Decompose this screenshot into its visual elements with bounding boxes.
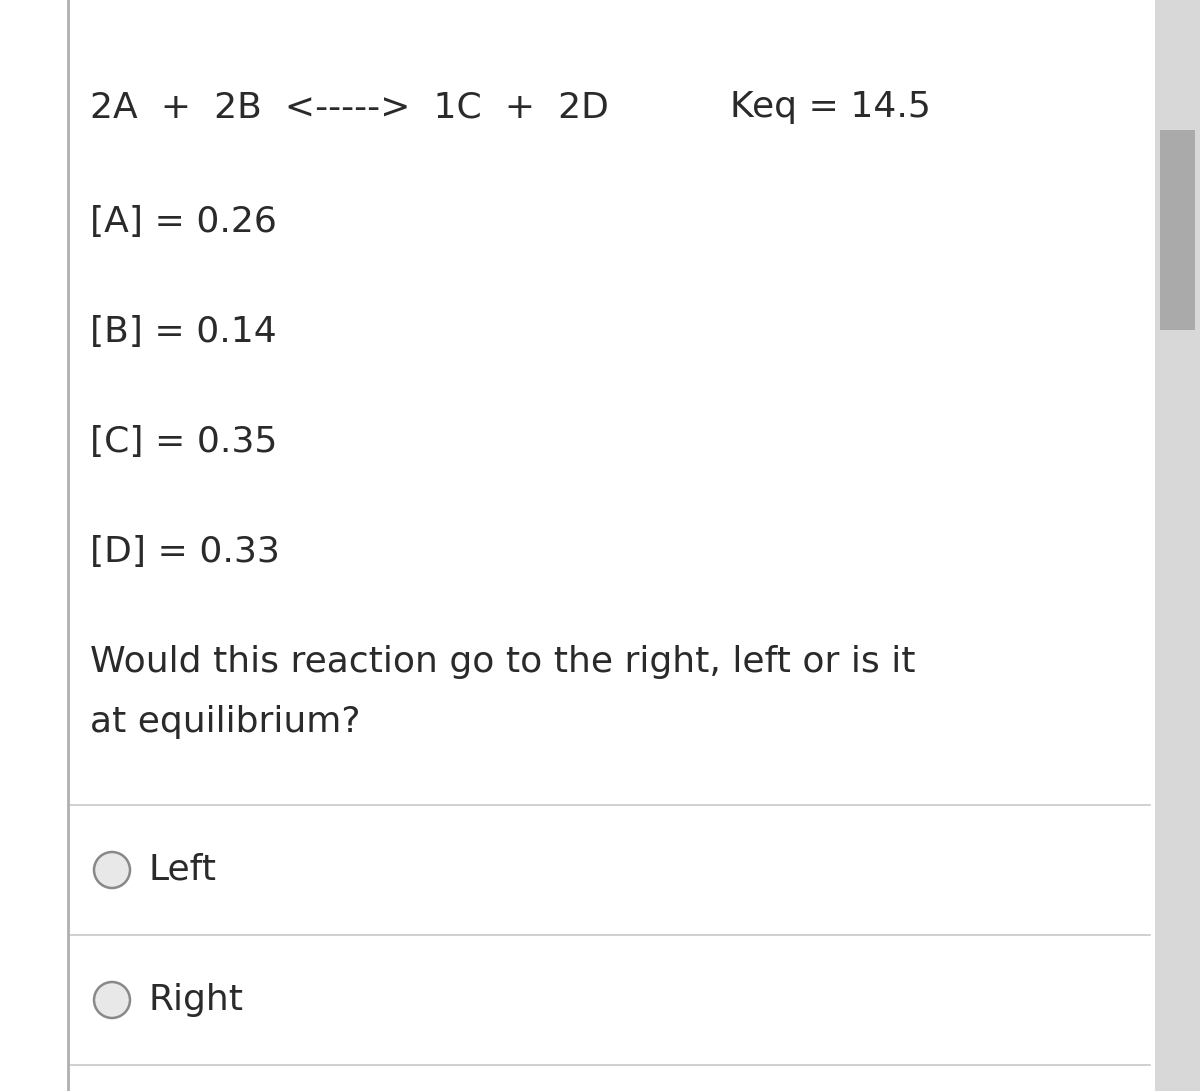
Circle shape [94,982,130,1018]
Text: [B] = 0.14: [B] = 0.14 [90,315,277,349]
Text: [D] = 0.33: [D] = 0.33 [90,535,280,570]
Text: at equilibrium?: at equilibrium? [90,705,360,739]
Text: Right: Right [148,983,242,1017]
Bar [1154,0,1200,1091]
Text: [A] = 0.26: [A] = 0.26 [90,205,277,239]
Circle shape [94,852,130,888]
Bar [1160,130,1195,329]
Text: 2A  +  2B  <----->  1C  +  2D: 2A + 2B <-----> 1C + 2D [90,89,608,124]
Text: [C] = 0.35: [C] = 0.35 [90,425,277,459]
Text: Left: Left [148,853,216,887]
Text: Keq = 14.5: Keq = 14.5 [730,89,931,124]
Text: Would this reaction go to the right, left or is it: Would this reaction go to the right, lef… [90,645,916,679]
